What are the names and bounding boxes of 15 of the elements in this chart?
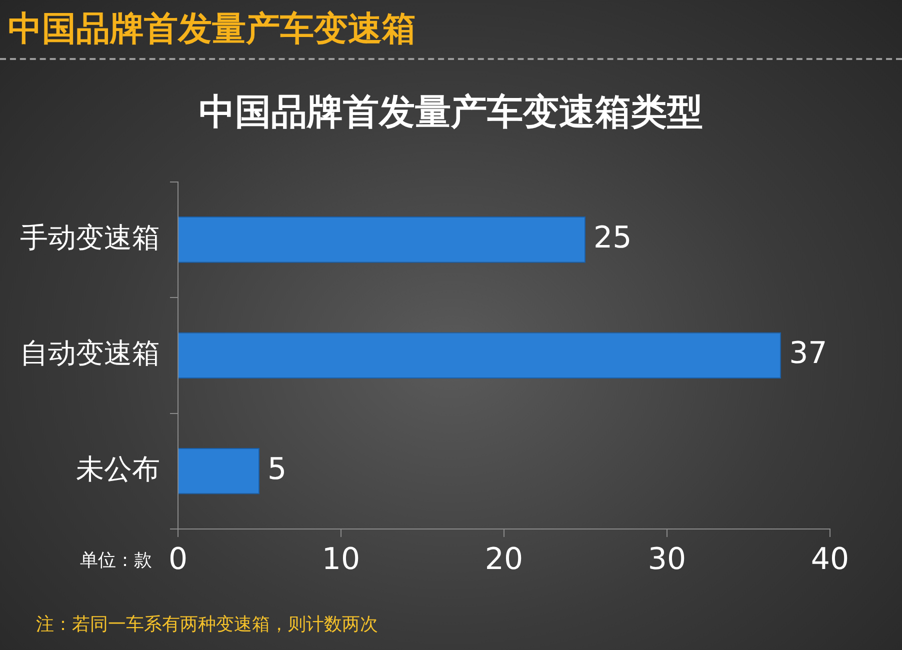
x-tick-label: 30 — [648, 542, 686, 577]
data-label: 25 — [594, 220, 632, 256]
data-label: 37 — [789, 336, 828, 372]
x-tick-label: 0 — [168, 542, 188, 577]
text: 单位：款 — [80, 549, 152, 572]
x-tick-label: 20 — [484, 542, 524, 577]
chart-subtitle: 中国品牌首发量产车变速箱类型 — [198, 91, 704, 135]
y-tick-label: 未公布 — [76, 452, 160, 486]
y-tick-label: 自动变速箱 — [20, 336, 160, 370]
chart-title: 中国品牌首发量产车变速箱 — [8, 8, 416, 51]
y-tick-label: 手动变速箱 — [20, 220, 160, 254]
data-label: 5 — [268, 452, 287, 487]
x-tick-label: 10 — [322, 542, 360, 577]
x-tick-label: 40 — [810, 542, 850, 577]
text: 注：若同一车系有两种变速箱，则计数两次 — [36, 613, 378, 636]
